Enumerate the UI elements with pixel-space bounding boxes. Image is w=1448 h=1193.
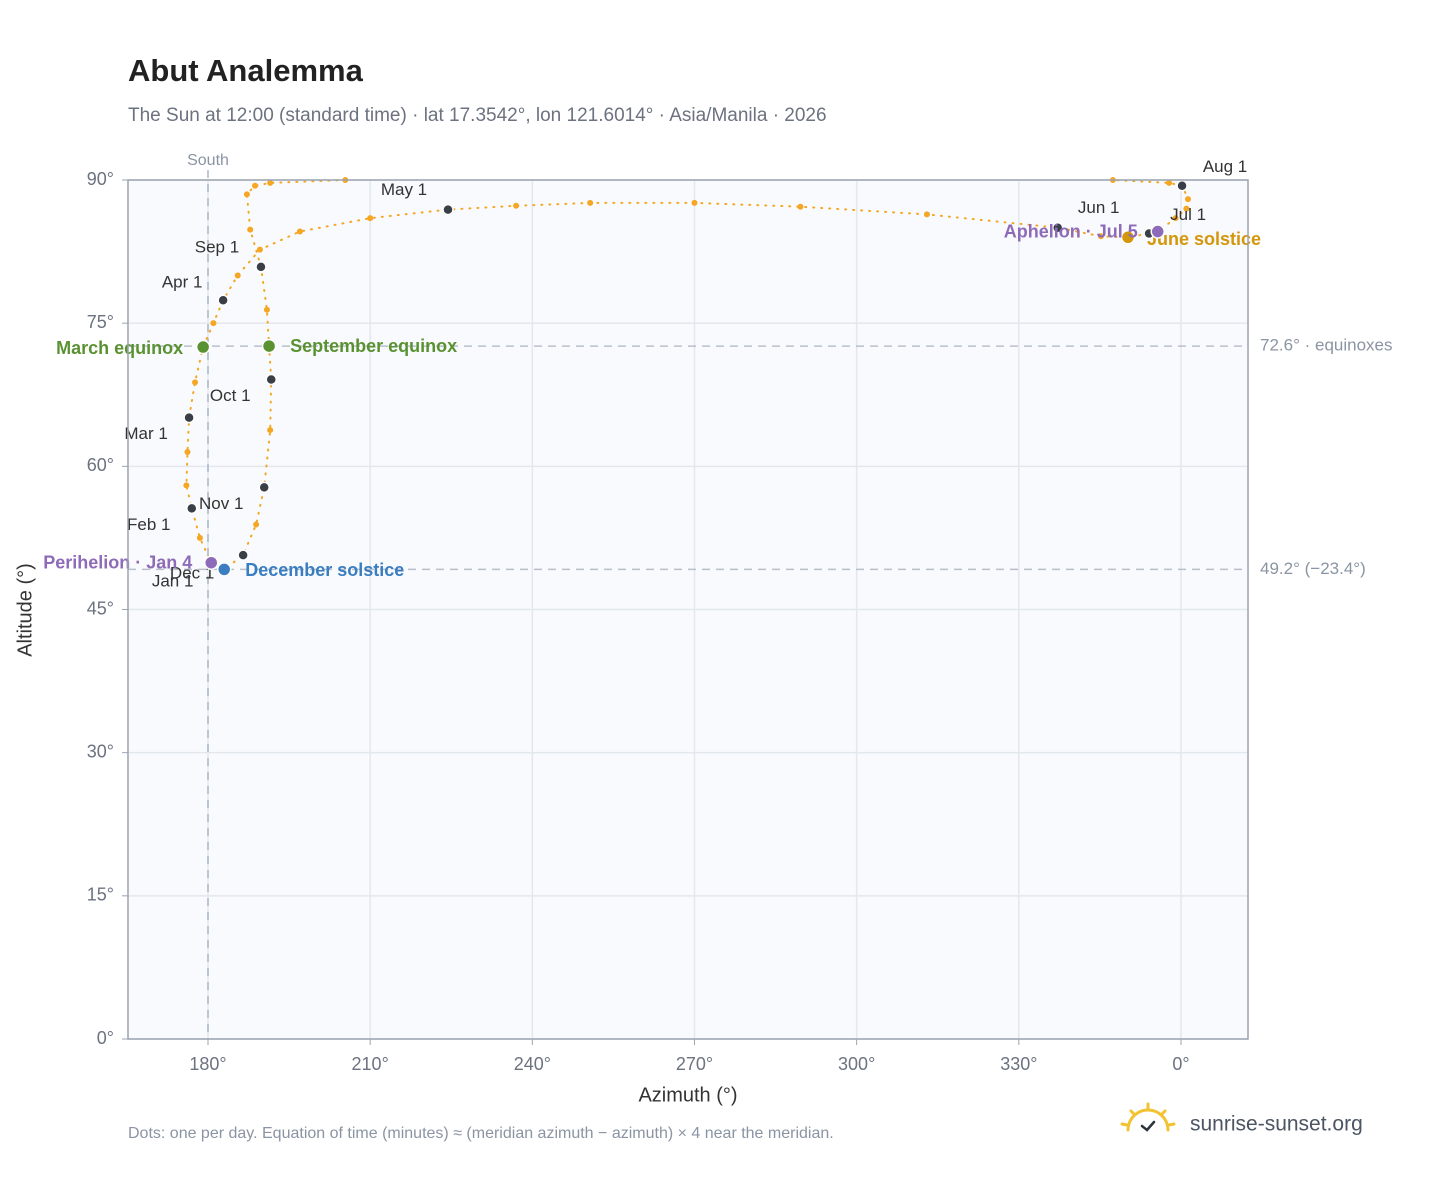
month-label: Jul 1	[1170, 205, 1206, 224]
sun-dot	[296, 228, 303, 235]
x-tick-label: 240°	[514, 1054, 551, 1074]
month-label: Mar 1	[124, 424, 167, 443]
event-marker	[203, 555, 219, 570]
month-marker	[237, 549, 249, 561]
chart-title: Abut Analemma	[128, 53, 364, 88]
y-axis-label: Altitude (°)	[14, 563, 36, 657]
event-marker	[1150, 224, 1165, 239]
month-marker	[186, 502, 198, 515]
y-tick-label: 45°	[87, 598, 114, 618]
sun-dot	[267, 427, 274, 434]
chart-subtitle: The Sun at 12:00 (standard time) · lat 1…	[128, 105, 827, 126]
month-marker	[1176, 179, 1188, 192]
sun-dot	[196, 534, 203, 541]
month-label: Aug 1	[1203, 157, 1247, 176]
y-tick-label: 0°	[97, 1028, 114, 1048]
event-label: March equinox	[56, 338, 183, 358]
event-marker	[195, 339, 211, 355]
sun-dot	[263, 306, 270, 313]
footnote: Dots: one per day. Equation of time (min…	[128, 1125, 834, 1142]
y-tick-label: 90°	[87, 169, 114, 189]
month-marker	[183, 411, 195, 424]
y-tick-label: 75°	[87, 312, 114, 332]
sun-dot	[1185, 196, 1191, 203]
sun-dot	[797, 203, 804, 210]
month-label: Oct 1	[210, 386, 251, 405]
x-tick-label: 330°	[1000, 1054, 1037, 1074]
x-tick-label: 180°	[189, 1054, 226, 1074]
month-label: Nov 1	[199, 494, 243, 513]
sun-dot	[183, 482, 190, 489]
event-marker	[1120, 230, 1136, 245]
reference-label: 49.2° (−23.4°)	[1260, 559, 1366, 578]
sun-dot	[210, 320, 217, 327]
month-label: Jun 1	[1078, 198, 1120, 217]
sun-dot	[691, 199, 698, 206]
sun-dot	[247, 226, 254, 233]
x-tick-label: 270°	[676, 1054, 713, 1074]
month-marker	[258, 481, 270, 494]
brand-name: sunrise-sunset.org	[1190, 1113, 1363, 1136]
south-label: South	[187, 152, 229, 169]
y-tick-label: 15°	[87, 885, 114, 905]
month-label: Dec 1	[170, 564, 214, 583]
event-marker	[216, 562, 232, 577]
plot-border	[127, 179, 1249, 1040]
month-label: Sep 1	[195, 237, 239, 256]
x-tick-label: 0°	[1172, 1054, 1189, 1074]
month-marker	[265, 373, 277, 386]
brand-logo	[1120, 1102, 1176, 1132]
x-axis-label: Azimuth (°)	[638, 1084, 737, 1106]
x-tick-label: 210°	[352, 1054, 389, 1074]
month-marker	[442, 203, 454, 216]
month-marker	[255, 261, 267, 273]
month-marker	[1051, 221, 1064, 234]
sun-dot	[184, 449, 191, 456]
sun-dot	[234, 272, 241, 279]
sun-dot	[243, 191, 250, 198]
x-tick-label: 300°	[838, 1054, 875, 1074]
month-label: Feb 1	[127, 515, 170, 534]
month-label: Jan 1	[152, 571, 194, 590]
sun-dot	[513, 202, 520, 209]
month-label: Apr 1	[162, 273, 203, 292]
reference-label: 72.6° · equinoxes	[1260, 336, 1393, 355]
sun-dot	[1172, 215, 1179, 222]
y-tick-label: 60°	[87, 455, 114, 475]
sun-dot	[253, 521, 260, 528]
event-label: Aphelion · Jul 5	[1004, 221, 1138, 241]
y-tick-label: 30°	[87, 741, 114, 761]
sun-dot	[367, 215, 374, 222]
sun-dot	[252, 182, 259, 189]
event-label: September equinox	[290, 336, 457, 356]
month-marker	[217, 294, 229, 307]
month-label: May 1	[381, 180, 427, 199]
sun-dot	[1183, 205, 1190, 212]
sun-dot	[267, 179, 274, 186]
sun-dot	[1166, 179, 1173, 186]
sun-dot	[256, 246, 263, 253]
sun-dot	[923, 211, 930, 218]
event-label: Perihelion · Jan 4	[43, 552, 192, 572]
event-marker	[261, 338, 277, 354]
event-label: June solstice	[1147, 229, 1261, 249]
event-label: December solstice	[245, 560, 404, 580]
sun-dot	[192, 379, 199, 386]
sun-dot	[1097, 233, 1104, 240]
sun-dot	[587, 199, 594, 206]
